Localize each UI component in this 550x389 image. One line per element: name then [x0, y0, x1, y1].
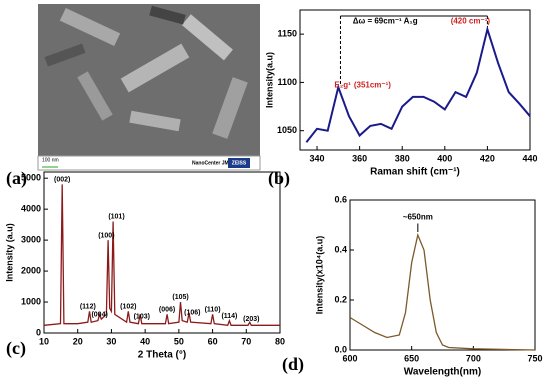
- x-axis-title: Wavelength(nm): [404, 367, 481, 378]
- y-tick-label: 1150: [277, 29, 297, 39]
- annotation: (102): [120, 304, 136, 311]
- y-tick-label: 3000: [21, 234, 41, 244]
- logo: ZEISS: [232, 160, 247, 166]
- scale-bar: 100 nm: [42, 157, 59, 163]
- annotation: (101): [108, 214, 124, 221]
- annotation: (203): [243, 316, 259, 323]
- annotation: (103): [134, 313, 150, 320]
- x-tick-label: 80: [275, 336, 285, 346]
- y-tick-label: 0.2: [334, 294, 347, 304]
- plot-frame: [43, 171, 281, 334]
- x-tick-label: 60: [208, 336, 218, 346]
- x-tick-label: 340: [310, 153, 325, 163]
- annotation: (420 cm⁻¹): [451, 17, 491, 26]
- sem-image: 100 nm NanoCenter JMI ZEISS (a): [6, 4, 261, 189]
- annotation: (112): [80, 304, 96, 311]
- x-tick-label: 440: [522, 153, 537, 163]
- plot-frame: [299, 9, 531, 151]
- panel-label: (a): [6, 168, 27, 189]
- x-tick-label: 10: [39, 336, 49, 346]
- annotation: (105): [172, 294, 188, 301]
- x-tick-label: 50: [174, 336, 184, 346]
- data-line: [349, 232, 536, 351]
- annotation: E₂g¹: [334, 80, 351, 89]
- y-tick-label: 4000: [21, 204, 41, 214]
- x-tick-label: 650: [404, 353, 419, 363]
- annotation: (100): [98, 232, 114, 239]
- annotation: (004): [91, 311, 107, 318]
- y-tick-label: 1000: [21, 296, 41, 306]
- panel-label: (b): [268, 168, 290, 189]
- panel-label: (c): [6, 338, 26, 359]
- x-tick-label: 20: [73, 336, 83, 346]
- annotation: (006): [159, 307, 175, 314]
- annotation: ~650nm: [403, 213, 433, 222]
- x-tick-label: 380: [395, 153, 410, 163]
- annotation: (002): [54, 177, 70, 184]
- x-tick-label: 360: [352, 153, 367, 163]
- y-tick-label: 2000: [21, 265, 41, 275]
- x-tick-label: 400: [437, 153, 452, 163]
- y-tick-label: 5000: [21, 173, 41, 183]
- y-tick-label: 1050: [277, 125, 297, 135]
- y-tick-label: 0.0: [334, 344, 347, 354]
- x-tick-label: 750: [527, 353, 542, 363]
- data-line: [305, 25, 531, 143]
- y-tick-label: 0.6: [334, 194, 347, 204]
- y-axis-title: Intensity(a.u): [264, 52, 274, 108]
- annotation: (351cm⁻¹): [354, 80, 391, 89]
- y-tick-label: 1100: [277, 77, 297, 87]
- x-tick-label: 420: [480, 153, 495, 163]
- footer: NanoCenter JMI: [192, 160, 231, 166]
- x-axis-title: Raman shift (cm⁻¹): [370, 167, 460, 178]
- x-tick-label: 30: [106, 336, 116, 346]
- x-tick-label: 70: [241, 336, 251, 346]
- panel-label: (d): [282, 354, 304, 375]
- x-tick-label: 700: [466, 353, 481, 363]
- annotation: (114): [221, 313, 237, 320]
- y-tick-label: 0: [36, 327, 41, 337]
- y-axis-title: Intensity(x10⁴(a.u): [314, 236, 324, 314]
- annotation: (110): [205, 307, 221, 314]
- y-axis-title: Intensity (a.u): [4, 223, 14, 282]
- x-tick-label: 40: [140, 336, 150, 346]
- annotation: Δω = 69cm⁻¹ A₁g: [353, 17, 418, 26]
- x-tick-label: 600: [342, 353, 357, 363]
- annotation: (106): [184, 310, 200, 317]
- y-tick-label: 0.4: [334, 244, 347, 254]
- plot-frame: [349, 199, 536, 351]
- x-axis-title: 2 Theta (°): [138, 350, 186, 361]
- data-line: [43, 184, 280, 327]
